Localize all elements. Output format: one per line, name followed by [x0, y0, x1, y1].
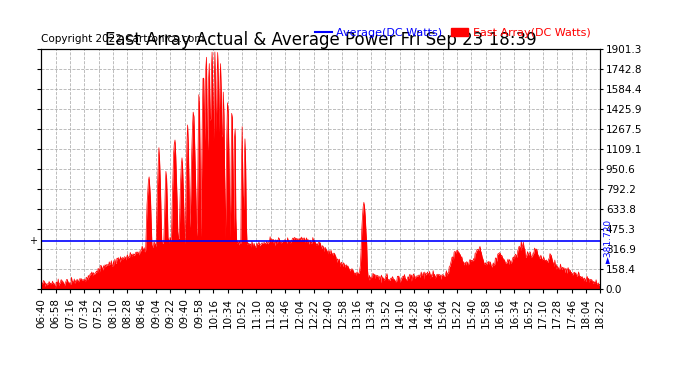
Text: ►381.720: ►381.720 [604, 219, 613, 262]
Title: East Array Actual & Average Power Fri Sep 23 18:39: East Array Actual & Average Power Fri Se… [105, 31, 537, 49]
Legend: Average(DC Watts), East Array(DC Watts): Average(DC Watts), East Array(DC Watts) [311, 23, 595, 42]
Text: Copyright 2022 Cartronics.com: Copyright 2022 Cartronics.com [41, 34, 205, 44]
Text: +: + [29, 236, 37, 246]
